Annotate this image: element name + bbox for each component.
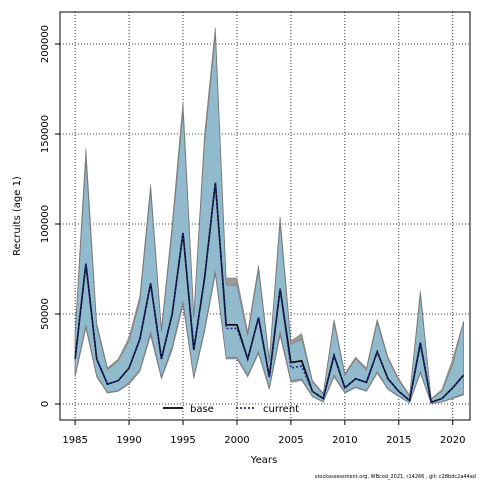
legend-label: current <box>263 404 299 415</box>
y-tick-label: 200000 <box>40 25 51 63</box>
footnote: stockassessment.org, WBcod_2021, r14266 … <box>315 474 476 480</box>
series-line <box>74 182 465 404</box>
x-axis-label: Years <box>250 455 277 466</box>
plot-frame <box>59 11 471 421</box>
confidence-band <box>74 35 464 404</box>
y-tick-label: 50000 <box>40 298 51 330</box>
x-tick-label: 2015 <box>386 435 411 446</box>
x-tick-label: 1990 <box>116 435 141 446</box>
x-tick-label: 2010 <box>332 435 357 446</box>
x-tick-label: 1995 <box>170 435 195 446</box>
y-tick-label: 0 <box>40 401 51 407</box>
x-tick-label: 2005 <box>278 435 303 446</box>
y-tick-label: 100000 <box>40 205 51 243</box>
y-tick-label: 150000 <box>40 115 51 153</box>
x-tick-label: 2020 <box>440 435 465 446</box>
x-tick-label: 1985 <box>62 435 87 446</box>
x-tick-label: 2000 <box>224 435 249 446</box>
y-axis-label: Recruits (age 1) <box>12 176 23 256</box>
legend-label: base <box>190 404 214 415</box>
